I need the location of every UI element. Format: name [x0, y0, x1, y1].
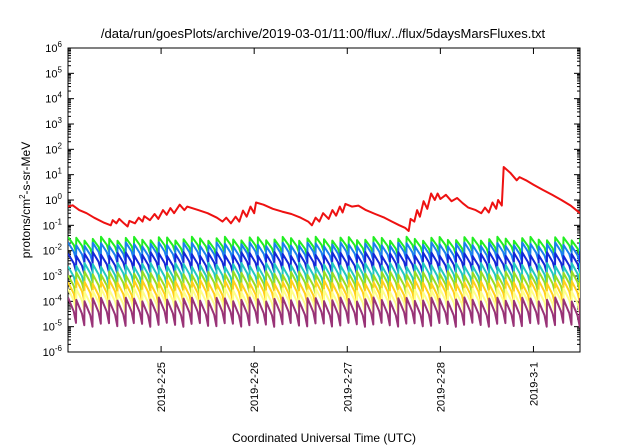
y-tick-label: 10-4	[43, 293, 63, 308]
series-line	[68, 287, 580, 315]
series-line	[68, 296, 580, 328]
x-axis-label: Coordinated Universal Time (UTC)	[232, 431, 416, 445]
series-line	[68, 270, 580, 296]
y-tick-label: 10-5	[43, 319, 63, 334]
y-tick-label: 10-6	[43, 344, 63, 359]
y-tick-label-base: 10	[45, 43, 57, 55]
series-line	[68, 251, 580, 275]
y-tick-label: 10-3	[43, 268, 63, 283]
y-axis-label: protons/cm2-s-sr-MeV	[18, 142, 33, 258]
series-line	[68, 235, 580, 257]
y-tick-label-base: 10	[45, 195, 57, 207]
x-tick-label: 2019-2-27	[342, 362, 354, 412]
y-tick-label-exp: -6	[55, 344, 63, 353]
series-line	[68, 166, 580, 232]
y-tick-label-base: 10	[43, 271, 55, 283]
y-tick-label-base: 10	[43, 347, 55, 359]
y-tick-label-exp: 1	[58, 167, 63, 176]
y-tick-label-base: 10	[43, 296, 55, 308]
y-tick-label-base: 10	[45, 68, 57, 80]
y-tick-label-exp: -2	[55, 243, 63, 252]
series-layer	[68, 166, 580, 328]
y-axis-label-sup: 2	[18, 194, 27, 199]
chart-title: /data/run/goesPlots/archive/2019-03-01/1…	[101, 26, 546, 41]
y-tick-label-exp: 2	[58, 141, 63, 150]
x-axis-ticks: 2019-2-25 2019-2-26 2019-2-27 2019-2-28 2019…	[156, 48, 540, 412]
y-tick-label: 102	[45, 141, 62, 156]
y-tick-label: 105	[45, 65, 62, 80]
y-tick-label: 104	[45, 91, 62, 106]
y-tick-label: 106	[45, 40, 62, 55]
x-tick-label: 2019-2-25	[156, 362, 168, 412]
y-tick-label-base: 10	[43, 322, 55, 334]
y-tick-label-exp: 4	[58, 91, 63, 100]
y-tick-label-exp: 0	[58, 192, 63, 201]
y-tick-label-exp: 5	[58, 65, 63, 74]
y-axis-ticks: 10610510410310210110010-110-210-310-410-…	[43, 40, 580, 359]
x-tick-label: 2019-3-1	[528, 362, 540, 406]
series-line	[68, 261, 580, 287]
y-tick-label-base: 10	[45, 144, 57, 156]
y-tick-label-exp: 3	[58, 116, 63, 125]
y-tick-label: 10-1	[43, 217, 63, 232]
y-tick-label: 103	[45, 116, 62, 131]
y-axis-label-rest: -s-sr-MeV	[19, 142, 33, 195]
x-tick-label: 2019-2-28	[435, 362, 447, 412]
y-tick-label-base: 10	[45, 170, 57, 182]
y-tick-label: 10-2	[43, 243, 63, 258]
series-line	[68, 241, 580, 264]
y-tick-label-exp: 6	[58, 40, 63, 49]
y-tick-label-exp: -4	[55, 293, 63, 302]
y-tick-label-base: 10	[45, 94, 57, 106]
y-tick-label-base: 10	[43, 246, 55, 258]
y-tick-label-exp: -5	[55, 319, 63, 328]
y-tick-label-base: 10	[45, 119, 57, 131]
series-line	[68, 278, 580, 306]
y-axis-label-base: protons/cm	[19, 199, 33, 258]
x-tick-label: 2019-2-26	[249, 362, 261, 412]
y-tick-label: 100	[45, 192, 62, 207]
y-tick-label-exp: -3	[55, 268, 63, 277]
y-tick-label-base: 10	[43, 220, 55, 232]
y-tick-label: 101	[45, 167, 62, 182]
y-tick-label-exp: -1	[55, 217, 63, 226]
